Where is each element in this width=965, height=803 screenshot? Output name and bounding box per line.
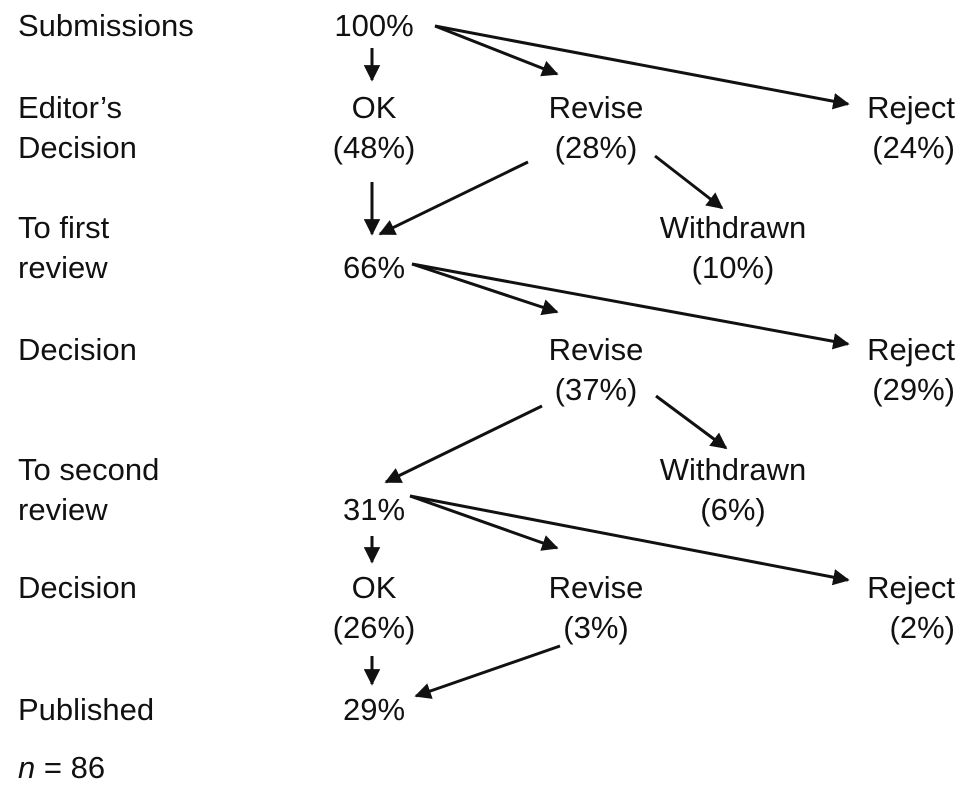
row-label-editors-decision-line1: Editor’s (18, 90, 122, 125)
node-first-review-pct: 66% (342, 250, 406, 285)
row-label-editors-decision-line2: Decision (18, 130, 137, 165)
arrow-second-review-to-revise3 (409, 494, 559, 551)
sample-size-label: n = 86 (18, 748, 105, 788)
arrow-submissions-to-reject (434, 24, 850, 110)
node-revise-1-pct: (28%) (554, 130, 638, 165)
node-second-review-pct: 31% (342, 492, 406, 527)
node-reject-1-pct: (24%) (872, 130, 955, 165)
arrow-submissions-to-revise (434, 24, 559, 77)
node-reject-1-label: Reject (867, 90, 955, 125)
node-revise-2-label: Revise (548, 332, 644, 367)
arrow-revise1-to-first-review (378, 160, 529, 236)
node-ok-1-pct: (48%) (332, 130, 416, 165)
node-published-pct: 29% (342, 692, 406, 727)
arrow-second-review-to-reject3 (409, 494, 850, 586)
sample-size-value: = 86 (35, 750, 106, 785)
node-ok-1-label: OK (351, 90, 397, 125)
node-ok-2-label: OK (351, 570, 397, 605)
node-revise-1-label: Revise (548, 90, 644, 125)
row-label-decision-2: Decision (18, 570, 137, 605)
node-submissions-pct: 100% (334, 8, 414, 43)
arrow-first-review-to-revise2 (411, 262, 559, 316)
row-label-second-review-line1: To second (18, 452, 160, 487)
node-revise-2-pct: (37%) (554, 372, 638, 407)
node-reject-3-label: Reject (867, 570, 955, 605)
row-label-second-review-line2: review (18, 492, 108, 527)
arrow-revise2-to-second-review (384, 404, 543, 484)
row-label-first-review-line2: review (18, 250, 108, 285)
arrow-revise3-to-published (414, 644, 561, 699)
row-label-first-review-line1: To first (18, 210, 110, 245)
row-label-submissions: Submissions (18, 8, 194, 43)
row-label-published: Published (18, 692, 155, 727)
node-reject-3-pct: (2%) (889, 610, 955, 645)
row-label-decision-1: Decision (18, 332, 137, 367)
node-withdrawn-1-label: Withdrawn (659, 210, 807, 245)
node-reject-2-pct: (29%) (872, 372, 955, 407)
sample-size-symbol: n (18, 750, 36, 785)
arrow-revise1-to-withdrawn1 (654, 154, 724, 210)
node-withdrawn-1-pct: (10%) (691, 250, 775, 285)
arrow-revise2-to-withdrawn2 (655, 394, 728, 450)
node-reject-2-label: Reject (867, 332, 955, 367)
arrow-first-review-to-reject2 (411, 262, 850, 350)
node-withdrawn-2-label: Withdrawn (659, 452, 807, 487)
node-ok-2-pct: (26%) (332, 610, 416, 645)
node-revise-3-pct: (3%) (563, 610, 629, 645)
node-withdrawn-2-pct: (6%) (700, 492, 766, 527)
node-revise-3-label: Revise (548, 570, 644, 605)
